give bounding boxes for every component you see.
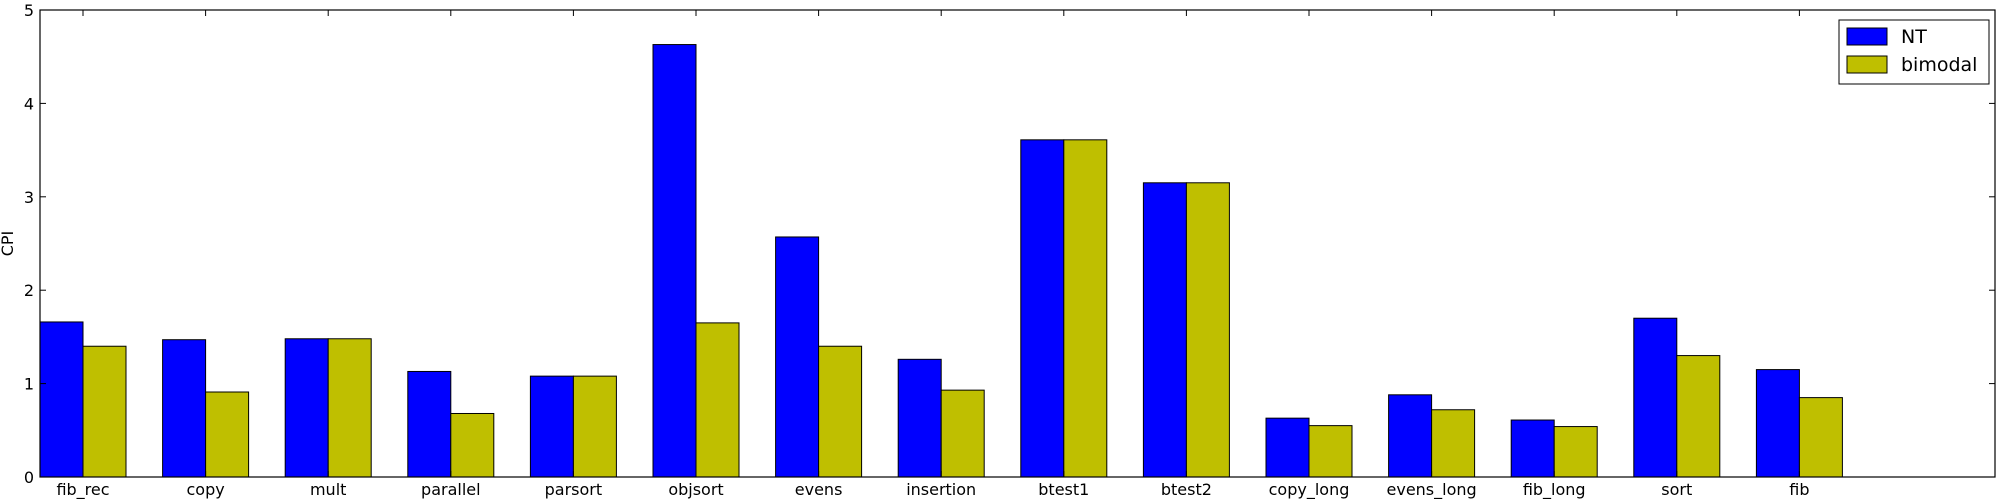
bar-NT-evens_long	[1388, 394, 1433, 478]
bars-group	[39, 44, 1843, 478]
y-axis-label: CPI	[0, 231, 17, 257]
legend-swatch-NT	[1846, 27, 1888, 46]
bar-bimodal-copy	[205, 391, 250, 478]
x-tick-label: copy	[186, 480, 224, 499]
x-tick-label: copy_long	[1269, 480, 1350, 500]
x-tick-label: fib_long	[1523, 480, 1586, 500]
bar-bimodal-sort	[1676, 355, 1721, 478]
x-tick-label: fib	[1789, 480, 1809, 499]
y-tick-label: 3	[24, 188, 34, 207]
bar-NT-copy_long	[1265, 417, 1310, 478]
legend: NT bimodal	[1838, 19, 1990, 85]
y-tick-label: 0	[24, 468, 34, 487]
bar-NT-parallel	[407, 370, 452, 478]
bar-NT-sort	[1633, 317, 1678, 478]
x-tick-label: parallel	[421, 480, 481, 499]
bar-bimodal-btest2	[1185, 182, 1230, 478]
bar-bimodal-parsort	[572, 375, 617, 478]
bar-bimodal-insertion	[940, 389, 985, 478]
bar-bimodal-copy_long	[1308, 425, 1353, 478]
bar-bimodal-btest1	[1063, 139, 1108, 478]
bar-NT-copy	[162, 339, 207, 478]
x-tick-label: btest1	[1038, 480, 1089, 499]
y-tick-label: 5	[24, 1, 34, 20]
bar-bimodal-evens	[818, 345, 863, 478]
bar-bimodal-parallel	[450, 412, 495, 478]
x-tick-label: evens_long	[1387, 480, 1477, 500]
bar-bimodal-mult	[327, 338, 372, 478]
bar-NT-mult	[284, 338, 329, 478]
bar-NT-btest1	[1020, 139, 1065, 478]
bar-NT-parsort	[529, 375, 574, 478]
bar-NT-fib	[1755, 369, 1800, 478]
legend-swatch-bimodal	[1846, 55, 1888, 74]
x-axis: fib_rec copy mult parallel parsort objsort eve…	[56, 10, 1810, 500]
x-tick-label: objsort	[668, 480, 723, 499]
bar-bimodal-fib_rec	[82, 345, 127, 478]
y-axis: 0 1 2 3 4 5	[24, 1, 1995, 487]
bar-bimodal-fib_long	[1553, 426, 1598, 478]
bar-NT-objsort	[652, 44, 697, 478]
y-tick-label: 4	[24, 94, 34, 113]
bar-bimodal-evens_long	[1431, 409, 1476, 478]
x-tick-label: mult	[310, 480, 346, 499]
legend-label-NT: NT	[1901, 26, 1927, 48]
y-tick-label: 1	[24, 375, 34, 394]
x-tick-label: btest2	[1161, 480, 1212, 499]
y-tick-label: 2	[24, 281, 34, 300]
legend-label-bimodal: bimodal	[1901, 54, 1977, 76]
bar-bimodal-fib	[1798, 397, 1843, 478]
x-tick-label: insertion	[906, 480, 976, 499]
x-tick-label: evens	[795, 480, 843, 499]
x-tick-label: sort	[1661, 480, 1692, 499]
bar-NT-fib_long	[1510, 419, 1555, 478]
bar-bimodal-objsort	[695, 322, 740, 478]
bar-NT-btest2	[1142, 182, 1187, 478]
plot-frame	[39, 9, 1996, 478]
x-tick-label: parsort	[545, 480, 603, 499]
bar-NT-evens	[775, 236, 820, 478]
x-tick-label: fib_rec	[56, 480, 109, 500]
bar-NT-fib_rec	[39, 321, 84, 478]
bar-NT-insertion	[897, 358, 942, 478]
